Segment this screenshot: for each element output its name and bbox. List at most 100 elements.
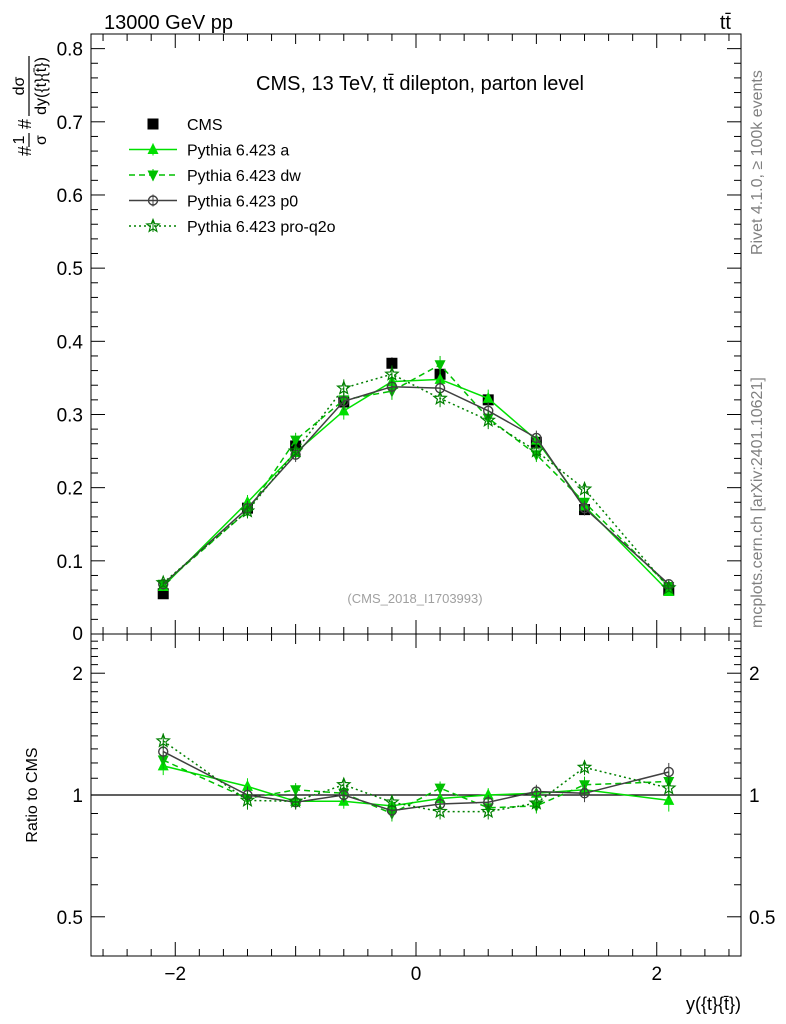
rivet-label: Rivet 4.1.0, ≥ 100k events <box>749 70 766 255</box>
series-pythia-6-423-a <box>157 370 675 597</box>
series-cms <box>157 357 675 600</box>
x-tick-label: 0 <box>411 964 422 985</box>
series-pythia-6-423-dw <box>157 355 675 593</box>
ratio-series-line <box>162 740 669 813</box>
ratio-data-point <box>432 803 448 819</box>
y-tick-label: 0.3 <box>57 405 83 426</box>
ratio-data-point <box>290 785 302 797</box>
ratio-y-tick-label: 1 <box>72 786 83 807</box>
main-series-group <box>155 355 677 600</box>
ratio-data-point <box>480 803 496 819</box>
series-line <box>162 363 670 587</box>
legend-label: Pythia 6.423 p0 <box>187 194 298 211</box>
data-point <box>155 574 171 590</box>
main-x-ticks <box>102 34 730 634</box>
ratio-data-point <box>579 788 590 799</box>
ratio-data-point <box>287 793 304 808</box>
y-zero-label: 0 <box>72 624 83 645</box>
x-axis-label: y({t}{t̄}) <box>686 994 741 1014</box>
y-tick-label: 0.5 <box>57 259 83 280</box>
ratio-x-ticks: −2 0 2 <box>102 634 730 985</box>
energy-label: 13000 GeV pp <box>104 12 233 34</box>
legend-marker <box>147 170 159 182</box>
ylabel-mid: # <box>15 119 35 129</box>
y-tick-label: 0.2 <box>57 479 83 500</box>
ratio-series-line <box>163 765 669 807</box>
data-point <box>579 502 590 514</box>
ratio-series-line <box>162 759 669 815</box>
y-tick-label: 0.1 <box>57 552 83 573</box>
main-plot-panel: 0.1 0.2 0.3 0.4 0.5 0.6 0.7 0.8 0 CMS, 13 TeV, t… <box>57 33 742 645</box>
ratio-y-tick-label: 2 <box>72 664 83 685</box>
legend-label: Pythia 6.423 a <box>187 143 289 160</box>
ylabel-frac1-num: 1 <box>11 135 28 144</box>
data-point <box>661 579 677 595</box>
ratio-series-group <box>155 732 677 822</box>
ratio-y-tick-label: 0.5 <box>57 908 83 929</box>
ratio-y-tick-label-right: 0.5 <box>749 908 775 929</box>
ylabel-frac1-den: σ <box>33 135 50 145</box>
ratio-plot-panel: 0.5 0.5 1 1 2 2 −2 0 2 <box>57 633 775 985</box>
ratio-series-pythia-6-423-pro-q2o <box>155 732 677 820</box>
ratio-data-point <box>663 766 674 778</box>
legend-marker <box>147 143 159 154</box>
ratio-series-pythia-6-423-p0 <box>158 743 674 819</box>
ratio-data-point <box>239 792 256 807</box>
ratio-data-point <box>434 783 446 795</box>
data-point <box>531 432 542 444</box>
data-point <box>386 357 398 369</box>
ratio-data-point <box>384 794 400 809</box>
data-point <box>290 435 302 447</box>
ratio-series-line <box>162 750 669 812</box>
data-point <box>157 588 169 600</box>
data-point <box>158 579 169 590</box>
legend-marker <box>147 118 159 130</box>
y-tick-label: 0.4 <box>57 332 84 353</box>
main-y-ticks: 0.1 0.2 0.3 0.4 0.5 0.6 0.7 0.8 0 <box>57 40 741 645</box>
y-tick-label: 0.6 <box>57 186 83 207</box>
ratio-data-point <box>241 779 253 791</box>
data-point <box>482 391 494 403</box>
ratio-data-point <box>336 776 352 792</box>
data-point <box>432 390 448 405</box>
data-point <box>480 412 496 427</box>
x-tick-label: 2 <box>651 964 662 985</box>
data-point <box>528 442 545 458</box>
data-point <box>434 372 446 384</box>
ylabel-frac2-num: dσ <box>11 76 28 95</box>
y-tick-label: 0.7 <box>57 113 83 134</box>
data-point <box>576 480 593 496</box>
ratio-data-point <box>663 793 675 805</box>
series-line <box>162 378 670 593</box>
ratio-y-axis-label: Ratio to CMS <box>24 747 41 842</box>
ratio-series-pythia-6-423-dw <box>157 751 675 822</box>
ratio-data-point <box>528 794 545 810</box>
legend-label: Pythia 6.423 dw <box>187 168 301 185</box>
ratio-data-point <box>157 755 169 767</box>
data-point <box>287 442 304 458</box>
ylabel-frac2-den: dy({t}{t̄}) <box>33 57 50 115</box>
plot-title: CMS, 13 TeV, tt̄ dilepton, parton level <box>256 73 584 95</box>
x-tick-label: −2 <box>164 964 186 985</box>
main-y-axis-label: # 1 σ # dσ dy({t}{t̄}) <box>11 56 50 156</box>
legend-marker <box>145 217 161 233</box>
legend-marker <box>147 195 159 206</box>
legend-label: CMS <box>187 117 223 134</box>
ylabel-prefix: # <box>15 146 35 156</box>
ratio-data-point <box>661 779 677 795</box>
ratio-y-tick-label-right: 1 <box>749 786 760 807</box>
data-point <box>239 502 256 518</box>
process-label: tt̄ <box>720 12 732 34</box>
ratio-y-tick-label-right: 2 <box>749 664 760 685</box>
ratio-data-point <box>482 788 494 800</box>
analysis-watermark: (CMS_2018_I1703993) <box>347 591 482 606</box>
ratio-data-point <box>155 732 171 748</box>
series-pythia-6-423-p0 <box>158 377 674 590</box>
source-label: mcplots.cern.ch [arXiv:2401.10621] <box>749 377 766 628</box>
ratio-data-point <box>576 759 593 775</box>
legend-label: Pythia 6.423 pro-q2o <box>187 219 336 236</box>
data-point <box>384 366 400 381</box>
ratio-series-pythia-6-423-a <box>157 757 675 814</box>
ratio-y-ticks: 0.5 0.5 1 1 2 2 <box>57 640 775 929</box>
